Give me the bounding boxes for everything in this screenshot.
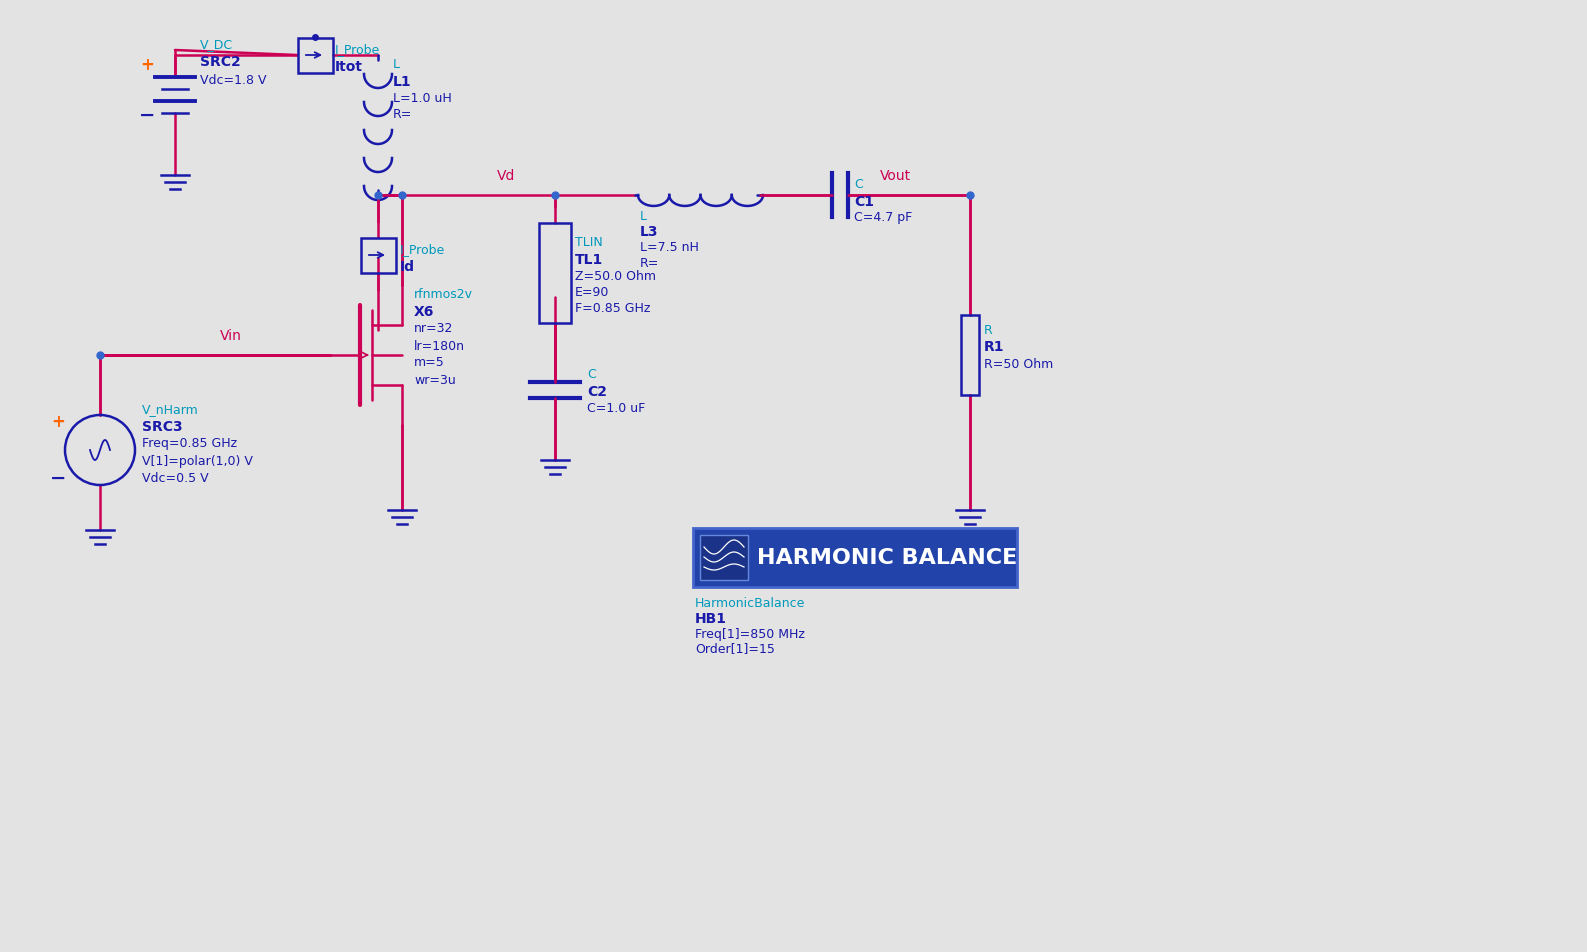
Text: −: − [138, 106, 156, 125]
Text: Freq[1]=850 MHz: Freq[1]=850 MHz [695, 628, 805, 641]
Text: TL1: TL1 [574, 252, 603, 267]
Text: C1: C1 [854, 195, 874, 209]
Text: m=5: m=5 [414, 356, 444, 369]
Text: nr=32: nr=32 [414, 323, 454, 335]
Text: rfnmos2v: rfnmos2v [414, 288, 473, 302]
Text: V_DC: V_DC [200, 38, 233, 51]
Text: Id: Id [400, 260, 414, 274]
Text: E=90: E=90 [574, 286, 609, 299]
Text: C2: C2 [587, 385, 606, 399]
Text: C=4.7 pF: C=4.7 pF [854, 211, 913, 225]
Text: TLIN: TLIN [574, 236, 603, 249]
Text: Vd: Vd [497, 169, 516, 183]
Text: V_nHarm: V_nHarm [141, 404, 198, 417]
Text: C=1.0 uF: C=1.0 uF [587, 402, 646, 414]
Text: −: − [49, 468, 67, 487]
Text: HB1: HB1 [695, 612, 727, 626]
Text: L: L [640, 210, 647, 223]
Text: L3: L3 [640, 225, 659, 239]
Text: R: R [984, 324, 993, 336]
FancyBboxPatch shape [694, 528, 1017, 587]
Text: SRC3: SRC3 [141, 420, 183, 434]
Bar [962, 315, 979, 395]
Text: Itot: Itot [335, 60, 363, 74]
Text: R=: R= [394, 109, 413, 122]
Text: Vout: Vout [881, 169, 911, 183]
Text: F=0.85 GHz: F=0.85 GHz [574, 302, 651, 315]
Bar [360, 238, 397, 273]
Text: X6: X6 [414, 305, 435, 319]
Text: R=50 Ohm: R=50 Ohm [984, 358, 1054, 370]
Text: C: C [587, 368, 595, 382]
Text: L: L [394, 58, 400, 71]
Text: L=1.0 uH: L=1.0 uH [394, 92, 452, 106]
Text: +: + [140, 56, 154, 74]
Text: +: + [51, 413, 65, 431]
Text: R1: R1 [984, 340, 1005, 354]
Text: I_Probe: I_Probe [335, 44, 381, 56]
Text: HARMONIC BALANCE: HARMONIC BALANCE [757, 547, 1017, 567]
Text: Order[1]=15: Order[1]=15 [695, 642, 774, 655]
Text: Vdc=0.5 V: Vdc=0.5 V [141, 471, 208, 485]
Text: SRC2: SRC2 [200, 55, 241, 69]
Text: Vin: Vin [221, 329, 241, 343]
Bar [540, 223, 571, 323]
Text: Vdc=1.8 V: Vdc=1.8 V [200, 73, 267, 87]
Bar [700, 535, 747, 580]
Text: L1: L1 [394, 75, 411, 89]
Text: Z=50.0 Ohm: Z=50.0 Ohm [574, 270, 655, 283]
Text: C: C [854, 179, 863, 191]
Text: V[1]=polar(1,0) V: V[1]=polar(1,0) V [141, 454, 252, 467]
Text: R=: R= [640, 257, 659, 270]
Text: I_Probe: I_Probe [400, 244, 446, 256]
Text: Freq=0.85 GHz: Freq=0.85 GHz [141, 438, 236, 450]
Text: lr=180n: lr=180n [414, 340, 465, 352]
Text: HarmonicBalance: HarmonicBalance [695, 597, 805, 610]
Text: wr=3u: wr=3u [414, 373, 455, 387]
Bar [298, 38, 333, 73]
Text: L=7.5 nH: L=7.5 nH [640, 241, 698, 254]
